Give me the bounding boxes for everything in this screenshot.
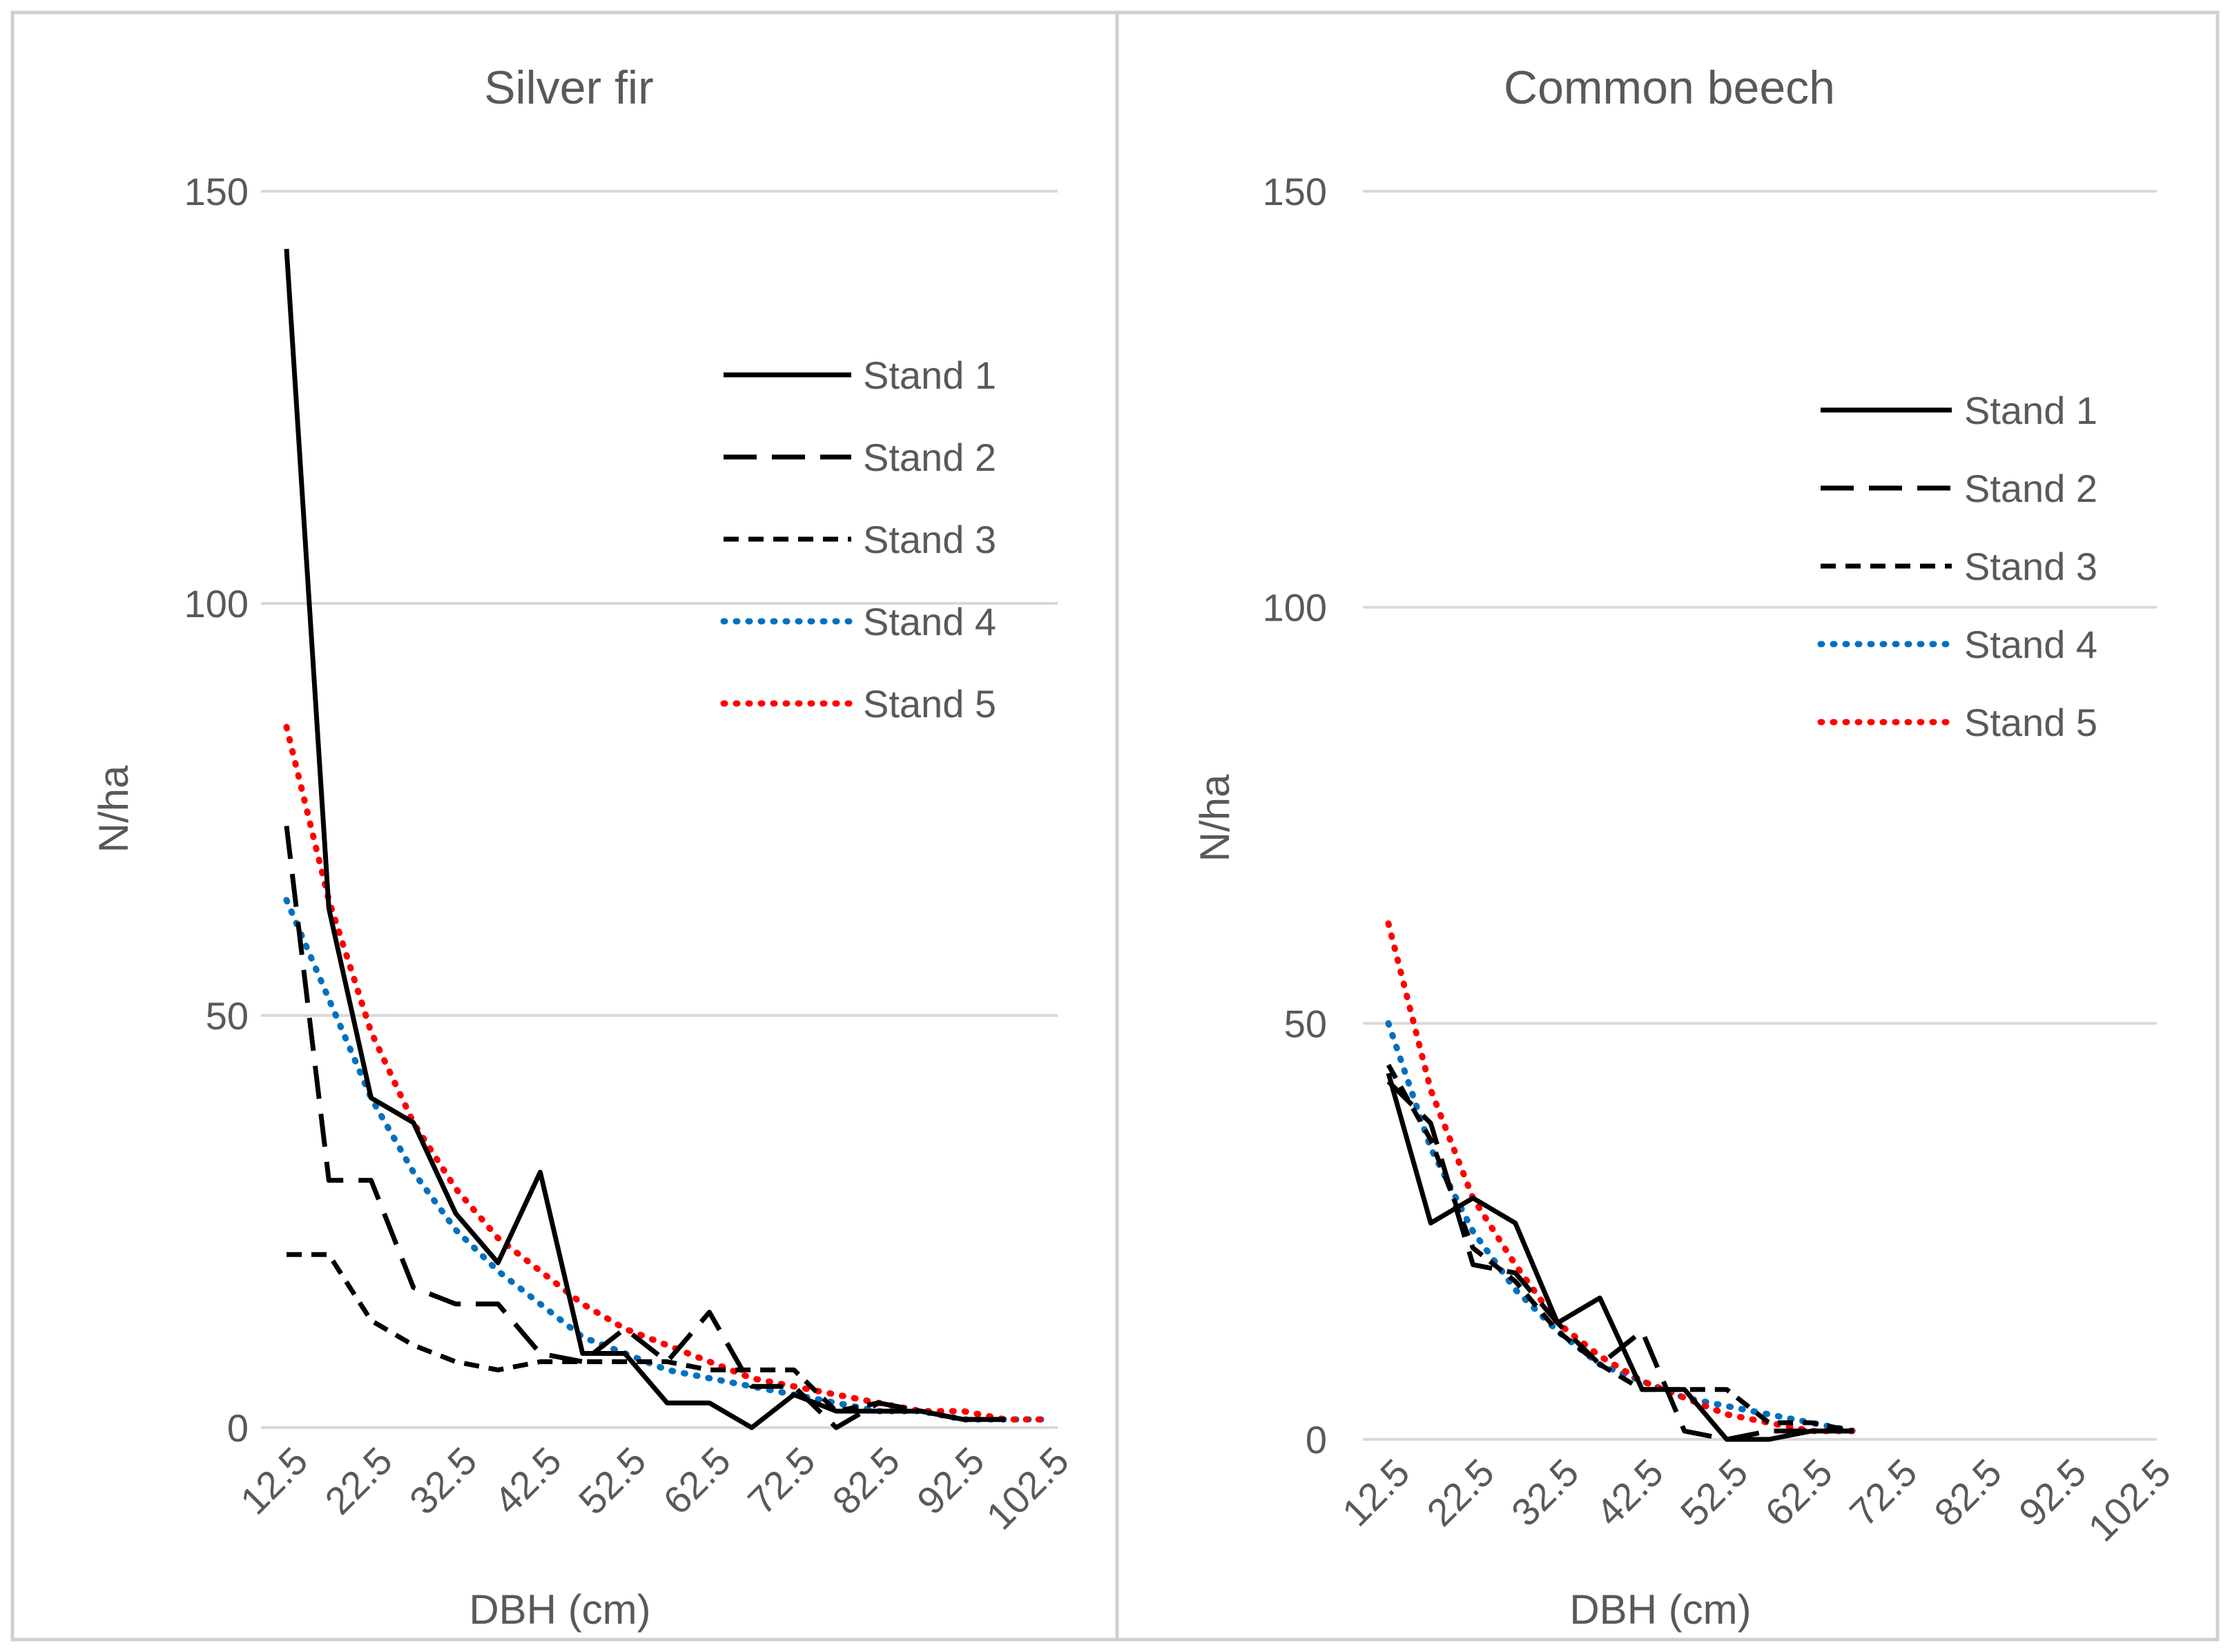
- legend-label: Stand 3: [1964, 545, 2097, 588]
- y-tick-label: 100: [1263, 586, 1327, 630]
- y-tick-label: 100: [184, 582, 249, 625]
- x-axis-label: DBH (cm): [1569, 1586, 1751, 1633]
- x-axis-label: DBH (cm): [469, 1586, 650, 1633]
- legend-label: Stand 5: [863, 682, 996, 726]
- chart-title: Silver fir: [484, 61, 654, 114]
- y-axis-label: N/ha: [1192, 774, 1238, 862]
- series-line-stand-4: [1385, 1020, 1857, 1435]
- legend-label: Stand 1: [1964, 389, 2097, 432]
- series-line-stand-2: [1386, 1080, 1854, 1442]
- y-tick-label: 150: [1263, 170, 1327, 213]
- y-tick-label: 150: [184, 170, 249, 213]
- series-line-stand-1: [284, 249, 1006, 1430]
- series-line-stand-3: [287, 1252, 1006, 1422]
- legend-label: Stand 5: [1964, 701, 2097, 744]
- y-axis-label: N/ha: [90, 765, 137, 853]
- series-line-stand-2: [284, 825, 1006, 1430]
- series-line-stand-5: [283, 723, 1051, 1423]
- series-line-stand-3: [1386, 1063, 1854, 1434]
- series-line-stand-4: [283, 897, 1051, 1423]
- figure-border: [10, 10, 2220, 1642]
- legend-label: Stand 1: [863, 353, 996, 397]
- series-line-stand-1: [1386, 1072, 1854, 1442]
- chart-title: Common beech: [1504, 61, 1835, 114]
- legend-label: Stand 2: [863, 436, 996, 479]
- legend-label: Stand 4: [1964, 623, 2097, 666]
- legend-label: Stand 2: [1964, 467, 2097, 510]
- y-tick-label: 50: [206, 994, 249, 1038]
- legend-label: Stand 4: [863, 600, 996, 643]
- legend-label: Stand 3: [863, 518, 996, 561]
- y-tick-label: 50: [1284, 1002, 1327, 1045]
- series-line-stand-5: [1385, 920, 1857, 1435]
- y-tick-label: 0: [1306, 1418, 1327, 1461]
- y-tick-label: 0: [227, 1406, 249, 1450]
